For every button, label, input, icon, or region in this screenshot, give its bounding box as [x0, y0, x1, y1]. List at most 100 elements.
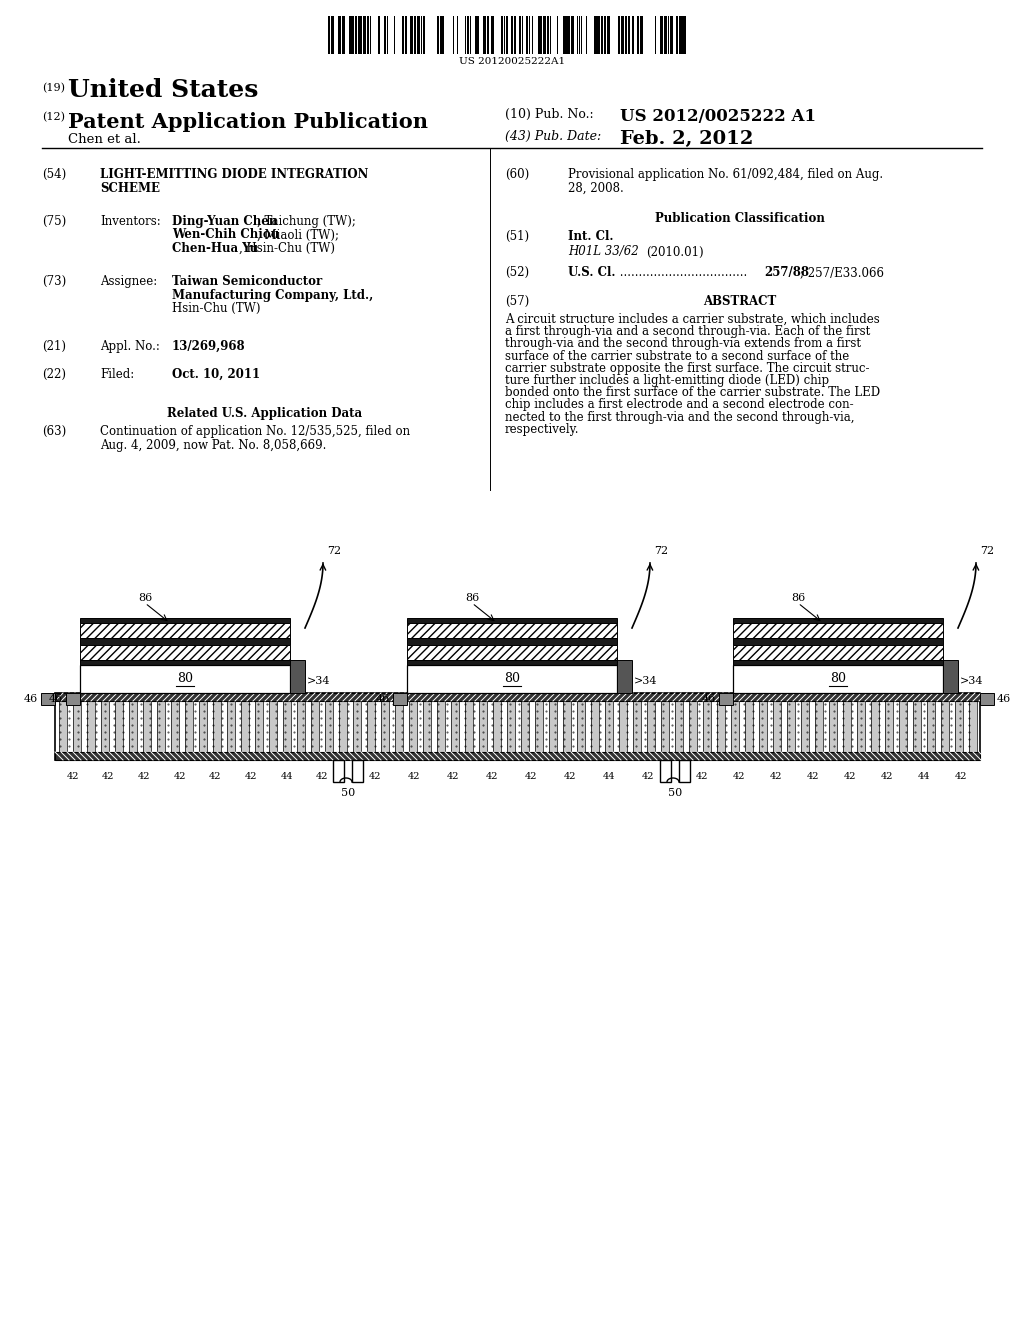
Bar: [621, 16, 623, 54]
Bar: [607, 16, 610, 54]
Text: Hsin-Chu (TW): Hsin-Chu (TW): [172, 302, 260, 315]
Text: (60): (60): [505, 168, 529, 181]
Bar: [73, 696, 81, 756]
Text: (73): (73): [42, 275, 67, 288]
Text: >34: >34: [961, 676, 983, 686]
Bar: [423, 696, 431, 756]
Bar: [352, 760, 362, 781]
Bar: [157, 696, 165, 756]
Bar: [487, 16, 489, 54]
Text: Oct. 10, 2011: Oct. 10, 2011: [172, 368, 260, 381]
Text: LIGHT-EMITTING DIODE INTEGRATION: LIGHT-EMITTING DIODE INTEGRATION: [100, 168, 369, 181]
Bar: [568, 16, 570, 54]
Bar: [311, 696, 319, 756]
Text: Aug. 4, 2009, now Pat. No. 8,058,669.: Aug. 4, 2009, now Pat. No. 8,058,669.: [100, 438, 327, 451]
Text: surface of the carrier substrate to a second surface of the: surface of the carrier substrate to a se…: [505, 350, 849, 363]
Bar: [199, 696, 207, 756]
Bar: [679, 16, 681, 54]
Text: Inventors:: Inventors:: [100, 215, 161, 228]
Bar: [605, 696, 613, 756]
Bar: [681, 16, 684, 54]
Bar: [647, 696, 655, 756]
Text: a first through-via and a second through-via. Each of the first: a first through-via and a second through…: [505, 325, 870, 338]
Text: 42: 42: [316, 772, 329, 781]
Text: 42: 42: [770, 772, 782, 781]
Bar: [393, 693, 407, 705]
Bar: [733, 618, 943, 623]
Bar: [410, 16, 413, 54]
Text: carrier substrate opposite the first surface. The circuit struc-: carrier substrate opposite the first sur…: [505, 362, 869, 375]
Bar: [407, 623, 617, 638]
Bar: [571, 16, 574, 54]
Bar: [731, 696, 739, 756]
Bar: [493, 696, 501, 756]
Bar: [577, 696, 585, 756]
Text: Ding-Yuan Chen: Ding-Yuan Chen: [172, 215, 278, 228]
Text: 257/88: 257/88: [764, 267, 809, 279]
Text: U.S. Cl.: U.S. Cl.: [568, 267, 615, 279]
Text: 42: 42: [67, 772, 79, 781]
Bar: [507, 696, 515, 756]
Text: (57): (57): [505, 294, 529, 308]
Bar: [543, 16, 546, 54]
Text: 42: 42: [209, 772, 221, 781]
Bar: [604, 16, 606, 54]
Text: A circuit structure includes a carrier substrate, which includes: A circuit structure includes a carrier s…: [505, 313, 880, 326]
Bar: [829, 696, 837, 756]
Bar: [395, 696, 403, 756]
Text: (75): (75): [42, 215, 67, 228]
Text: Wen-Chih Chiou: Wen-Chih Chiou: [172, 228, 280, 242]
Text: respectively.: respectively.: [505, 422, 580, 436]
Bar: [407, 638, 617, 645]
Bar: [885, 696, 893, 756]
Bar: [549, 696, 557, 756]
Text: (22): (22): [42, 368, 66, 381]
Bar: [407, 660, 617, 665]
Text: , Miaoli (TW);: , Miaoli (TW);: [257, 228, 339, 242]
Bar: [540, 16, 542, 54]
Text: 86: 86: [465, 593, 479, 603]
Bar: [733, 660, 943, 665]
Bar: [342, 16, 345, 54]
Bar: [857, 696, 865, 756]
Text: 42: 42: [370, 772, 382, 781]
Bar: [679, 760, 690, 781]
Bar: [338, 16, 341, 54]
Text: (63): (63): [42, 425, 67, 438]
Bar: [596, 16, 598, 54]
Text: ABSTRACT: ABSTRACT: [703, 294, 776, 308]
Bar: [633, 696, 641, 756]
Bar: [41, 693, 55, 705]
Text: SCHEME: SCHEME: [100, 181, 160, 194]
Text: 42: 42: [641, 772, 653, 781]
Bar: [662, 696, 669, 756]
Bar: [360, 16, 362, 54]
Bar: [787, 696, 795, 756]
Text: Patent Application Publication: Patent Application Publication: [68, 112, 428, 132]
Bar: [733, 665, 943, 693]
Bar: [501, 16, 503, 54]
Text: Chen et al.: Chen et al.: [68, 133, 141, 147]
Text: Assignee:: Assignee:: [100, 275, 158, 288]
Text: chip includes a first electrode and a second electrode con-: chip includes a first electrode and a se…: [505, 399, 854, 412]
Bar: [535, 696, 543, 756]
Bar: [969, 696, 977, 756]
Bar: [899, 696, 907, 756]
Text: (2010.01): (2010.01): [646, 246, 703, 259]
Bar: [297, 696, 305, 756]
Text: ..................................: ..................................: [616, 267, 748, 279]
Bar: [490, 16, 494, 54]
Bar: [55, 693, 980, 760]
Bar: [414, 16, 416, 54]
Bar: [367, 16, 369, 54]
Bar: [538, 16, 540, 54]
Bar: [547, 16, 549, 54]
Text: (12): (12): [42, 112, 65, 123]
Bar: [290, 660, 305, 693]
Bar: [479, 696, 487, 756]
Text: 46: 46: [24, 694, 38, 704]
Bar: [80, 638, 290, 645]
Bar: [671, 16, 673, 54]
Bar: [913, 696, 921, 756]
Text: 44: 44: [281, 772, 293, 781]
